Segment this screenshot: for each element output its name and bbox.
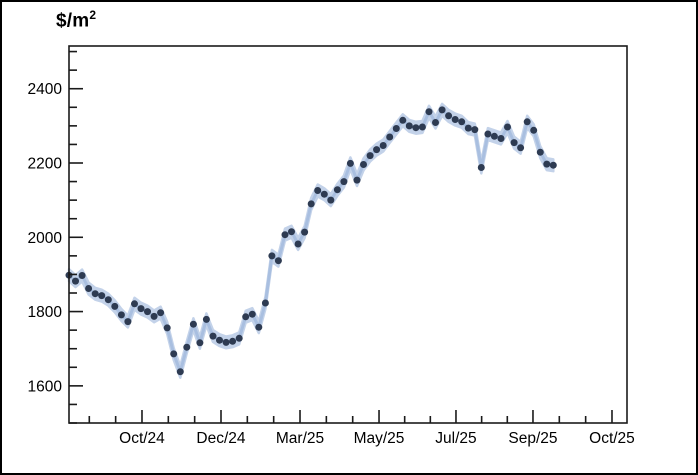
data-point — [425, 108, 433, 116]
chart-title-exponent: 2 — [89, 8, 97, 22]
data-point — [320, 190, 328, 198]
data-point — [242, 313, 250, 321]
data-point — [294, 240, 302, 248]
data-point — [517, 144, 525, 152]
plot-frame — [68, 45, 628, 424]
data-point — [412, 124, 420, 132]
data-point — [274, 257, 282, 265]
data-point — [346, 159, 354, 167]
data-point — [72, 277, 79, 285]
data-point — [366, 152, 374, 160]
data-point — [445, 112, 453, 120]
x-axis-tick-label: Dec/24 — [196, 430, 245, 447]
y-axis-tick-label: 2400 — [28, 81, 63, 98]
data-point — [386, 133, 394, 141]
data-point — [85, 285, 93, 292]
x-axis-tick-label: Oct/24 — [119, 430, 165, 447]
chart-title: $/m2 — [56, 8, 96, 32]
data-point — [399, 116, 407, 124]
data-point — [170, 350, 178, 358]
data-point — [196, 339, 204, 347]
data-point — [229, 337, 237, 345]
data-point — [248, 310, 256, 318]
data-point — [340, 178, 348, 186]
data-point — [235, 334, 243, 342]
data-point — [307, 200, 315, 208]
data-point — [91, 290, 99, 298]
x-axis-tick-label: May/25 — [354, 430, 405, 447]
y-axis-tick-label: 1800 — [28, 304, 63, 321]
data-point — [523, 118, 531, 126]
data-point — [327, 196, 335, 204]
data-point — [543, 160, 551, 168]
data-point — [261, 299, 269, 307]
data-point — [405, 122, 413, 130]
data-point — [353, 176, 361, 184]
data-point — [373, 146, 381, 154]
x-axis-tick-label: Mar/25 — [276, 430, 324, 447]
data-point — [301, 228, 309, 236]
data-point — [111, 302, 119, 310]
data-point — [268, 252, 276, 260]
data-point — [255, 323, 263, 331]
data-point — [157, 309, 165, 317]
price-line — [67, 108, 555, 374]
data-point — [176, 368, 184, 376]
data-point — [464, 124, 472, 132]
data-point — [144, 308, 151, 316]
data-point — [189, 320, 197, 328]
x-axis-tick-label: Jul/25 — [435, 430, 476, 447]
data-point — [131, 300, 138, 308]
data-point — [458, 118, 466, 126]
data-point — [137, 305, 145, 313]
data-point — [392, 125, 400, 132]
data-point — [549, 161, 557, 169]
data-point — [451, 116, 459, 123]
data-point — [530, 126, 538, 134]
data-point — [490, 132, 498, 140]
data-point — [497, 135, 505, 142]
data-point — [379, 142, 387, 149]
data-point — [150, 312, 158, 320]
data-point — [484, 130, 492, 138]
y-axis-tick-label: 2000 — [28, 230, 63, 247]
data-point — [104, 296, 112, 304]
data-point — [504, 123, 511, 131]
data-point — [222, 338, 230, 346]
chart-title-text: $/m — [56, 10, 90, 32]
x-axis-tick-label: Sep/25 — [508, 430, 557, 447]
data-point — [536, 148, 544, 156]
y-axis-tick-label: 1600 — [28, 378, 63, 395]
data-point — [281, 231, 289, 239]
data-point — [418, 123, 426, 131]
data-point — [117, 311, 125, 319]
data-point — [432, 119, 439, 126]
data-point — [163, 324, 171, 332]
data-point — [360, 161, 367, 168]
data-point — [216, 336, 223, 344]
data-point — [209, 332, 217, 340]
data-point — [288, 228, 295, 236]
data-point — [333, 186, 341, 194]
data-point — [124, 318, 132, 326]
data-point — [314, 187, 322, 194]
data-point — [78, 272, 86, 279]
y-axis-tick-label: 2200 — [28, 156, 63, 173]
data-point — [510, 139, 518, 147]
x-axis-tick-label: Oct/25 — [589, 430, 635, 447]
data-point — [471, 126, 479, 134]
data-point — [202, 315, 210, 323]
data-point — [183, 343, 191, 351]
data-point — [438, 106, 446, 114]
data-point — [477, 164, 485, 171]
error-band — [67, 102, 555, 379]
data-point — [98, 292, 106, 300]
